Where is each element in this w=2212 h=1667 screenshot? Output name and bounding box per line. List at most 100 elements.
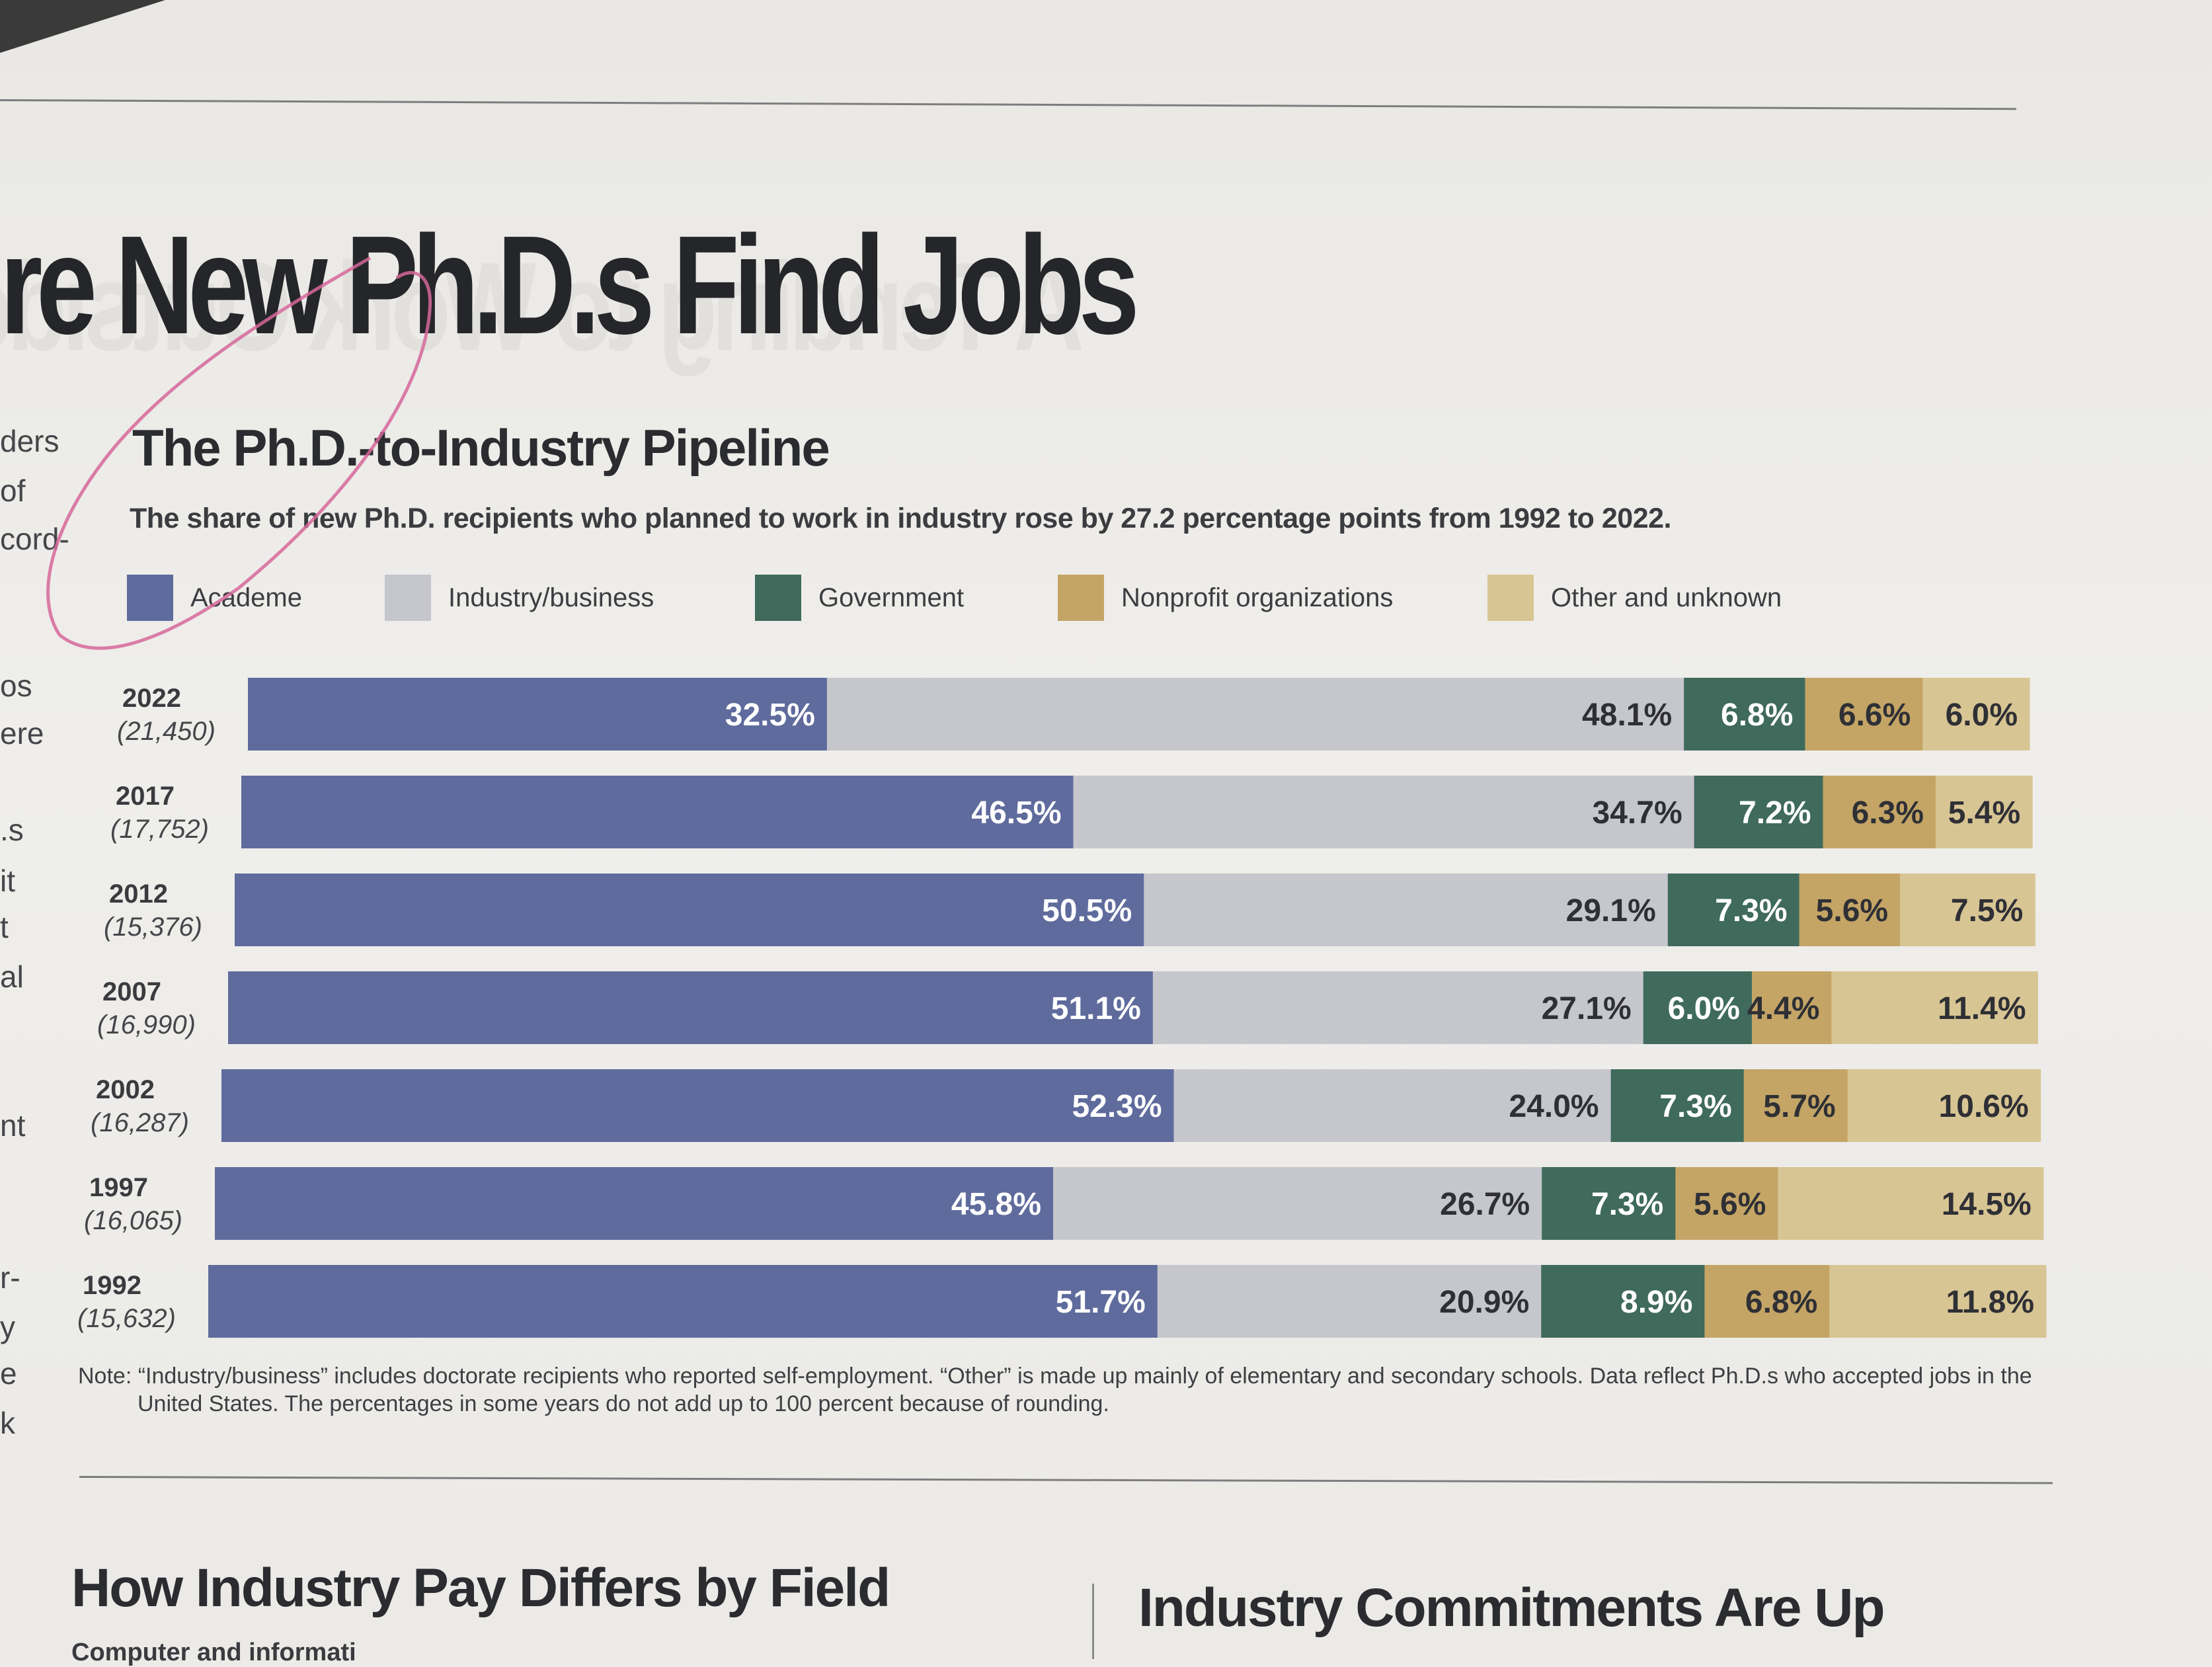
side-text-9: al bbox=[0, 959, 24, 994]
data-label-industry-business: 24.0% bbox=[1509, 1089, 1599, 1124]
bar-segment-nonprofit-organizations bbox=[1823, 776, 1936, 848]
data-label-other-and-unknown: 6.0% bbox=[1946, 698, 2018, 733]
bar-segment-other-and-unknown bbox=[1847, 1069, 2041, 1142]
data-label-government: 6.0% bbox=[1668, 991, 1740, 1026]
data-label-academe: 46.5% bbox=[971, 795, 1061, 831]
bar-segment-nonprofit-organizations bbox=[1675, 1167, 1778, 1240]
legend-swatch-government bbox=[755, 575, 801, 621]
side-text-11: r- bbox=[0, 1260, 20, 1295]
page-corner-shadow bbox=[0, 0, 165, 53]
bar-segment-industry-business bbox=[1073, 776, 1695, 848]
bar-segment-academe bbox=[215, 1167, 1054, 1240]
category-label-year: 2017 bbox=[116, 782, 175, 811]
category-label-count: (21,450) bbox=[117, 717, 216, 746]
data-label-government: 7.3% bbox=[1591, 1187, 1663, 1222]
legend-label-government: Government bbox=[818, 583, 965, 612]
bar-segment-government bbox=[1542, 1167, 1676, 1240]
legend-label-industry: Industry/business bbox=[448, 583, 654, 612]
bottom-right-title: Industry Commitments Are Up bbox=[1138, 1578, 1885, 1638]
legend-swatch-other bbox=[1487, 575, 1534, 621]
column-divider bbox=[1092, 1584, 1094, 1659]
bar-segment-other-and-unknown bbox=[1831, 971, 2038, 1044]
bar-segment-nonprofit-organizations bbox=[1751, 971, 1832, 1044]
data-label-government: 7.3% bbox=[1659, 1089, 1731, 1124]
category-label-year: 2012 bbox=[109, 879, 168, 909]
category-label-year: 2002 bbox=[96, 1075, 155, 1104]
side-text-8: t bbox=[0, 910, 9, 944]
data-label-other-and-unknown: 14.5% bbox=[1942, 1187, 2032, 1222]
side-text-7: it bbox=[0, 864, 15, 898]
bar-segment-government bbox=[1667, 874, 1800, 946]
bar-segment-government bbox=[1643, 971, 1753, 1044]
category-label-year: 2022 bbox=[122, 684, 181, 713]
legend-label-other: Other and unknown bbox=[1551, 583, 1782, 612]
side-text-13: e bbox=[0, 1356, 17, 1391]
bottom-left-title: How Industry Pay Differs by Field bbox=[71, 1558, 890, 1618]
bar-segment-government bbox=[1684, 678, 1805, 751]
bar-segment-other-and-unknown bbox=[1922, 678, 2030, 751]
bar-segment-other-and-unknown bbox=[1778, 1167, 2044, 1240]
data-label-nonprofit-organizations: 4.4% bbox=[1747, 991, 1819, 1026]
data-label-nonprofit-organizations: 6.6% bbox=[1838, 698, 1911, 733]
data-label-other-and-unknown: 11.4% bbox=[1938, 991, 2026, 1026]
data-label-other-and-unknown: 5.4% bbox=[1948, 795, 2020, 831]
data-label-industry-business: 34.7% bbox=[1593, 795, 1682, 831]
legend-item-other: Other and unknown bbox=[1487, 574, 1782, 622]
legend-label-nonprofit: Nonprofit organizations bbox=[1121, 583, 1394, 612]
data-label-academe: 45.8% bbox=[951, 1187, 1041, 1222]
category-label-count: (16,065) bbox=[84, 1206, 182, 1235]
data-label-nonprofit-organizations: 5.7% bbox=[1763, 1089, 1835, 1124]
bar-segment-academe bbox=[228, 971, 1154, 1044]
data-label-academe: 32.5% bbox=[725, 698, 815, 733]
bar-segment-industry-business bbox=[1157, 1265, 1542, 1338]
side-text-10: nt bbox=[0, 1108, 26, 1143]
data-label-other-and-unknown: 11.8% bbox=[1946, 1285, 2034, 1320]
category-label-year: 2007 bbox=[102, 977, 161, 1006]
data-label-government: 8.9% bbox=[1620, 1285, 1692, 1320]
category-label-year: 1992 bbox=[83, 1271, 141, 1300]
bar-segment-government bbox=[1610, 1069, 1745, 1142]
bar-segment-academe bbox=[241, 776, 1074, 848]
bar-segment-academe bbox=[235, 874, 1144, 946]
bar-segment-government bbox=[1694, 776, 1824, 848]
side-text-12: y bbox=[0, 1310, 15, 1344]
data-label-industry-business: 20.9% bbox=[1439, 1285, 1529, 1320]
category-label-year: 1997 bbox=[89, 1173, 148, 1202]
data-label-academe: 51.7% bbox=[1056, 1285, 1146, 1320]
data-label-government: 6.8% bbox=[1721, 698, 1793, 733]
data-label-academe: 50.5% bbox=[1042, 893, 1132, 928]
side-text-4: os bbox=[0, 669, 32, 703]
category-label-count: (16,990) bbox=[97, 1010, 196, 1039]
bar-segment-academe bbox=[208, 1265, 1158, 1338]
data-label-industry-business: 29.1% bbox=[1566, 893, 1656, 928]
legend-swatch-nonprofit bbox=[1058, 575, 1104, 621]
data-label-other-and-unknown: 7.5% bbox=[1951, 893, 2023, 928]
data-label-industry-business: 48.1% bbox=[1582, 698, 1672, 733]
bar-segment-other-and-unknown bbox=[1936, 776, 2033, 848]
data-label-industry-business: 27.1% bbox=[1542, 991, 1632, 1026]
data-label-nonprofit-organizations: 6.3% bbox=[1852, 795, 1924, 831]
bar-segment-industry-business bbox=[1152, 971, 1644, 1044]
category-label-count: (17,752) bbox=[110, 815, 209, 844]
legend-item-nonprofit: Nonprofit organizations bbox=[1058, 574, 1393, 622]
data-label-other-and-unknown: 10.6% bbox=[1939, 1089, 2029, 1124]
data-label-industry-business: 26.7% bbox=[1440, 1187, 1530, 1222]
chart-note: Note: “Industry/business” includes docto… bbox=[78, 1363, 2032, 1416]
bar-segment-academe bbox=[248, 678, 828, 751]
data-label-government: 7.2% bbox=[1739, 795, 1811, 831]
bar-segment-academe bbox=[221, 1069, 1175, 1142]
bar-segment-nonprofit-organizations bbox=[1704, 1265, 1830, 1338]
bar-segment-other-and-unknown bbox=[1829, 1265, 2047, 1338]
bar-segment-nonprofit-organizations bbox=[1805, 678, 1923, 751]
category-label-count: (16,287) bbox=[91, 1108, 189, 1137]
bar-segment-industry-business bbox=[1053, 1167, 1542, 1240]
bar-segment-industry-business bbox=[1173, 1069, 1612, 1142]
side-text-6: .s bbox=[0, 813, 24, 847]
bar-segment-other-and-unknown bbox=[1900, 874, 2035, 946]
bar-segment-industry-business bbox=[826, 678, 1684, 751]
data-label-academe: 51.1% bbox=[1051, 991, 1141, 1026]
side-text-2: of bbox=[0, 473, 26, 508]
legend-item-government: Government bbox=[755, 574, 964, 622]
data-label-nonprofit-organizations: 6.8% bbox=[1745, 1285, 1817, 1320]
